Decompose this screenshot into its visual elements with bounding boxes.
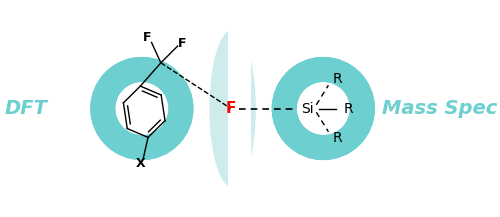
Text: R: R xyxy=(343,102,353,115)
FancyBboxPatch shape xyxy=(228,107,251,217)
Text: Mass Spec: Mass Spec xyxy=(382,99,497,118)
Text: F: F xyxy=(178,37,186,50)
Ellipse shape xyxy=(210,30,256,187)
Text: F: F xyxy=(226,101,236,116)
FancyBboxPatch shape xyxy=(228,0,251,108)
Text: R: R xyxy=(333,131,342,145)
Text: DFT: DFT xyxy=(4,99,48,118)
Text: X: X xyxy=(136,157,145,170)
Text: Si: Si xyxy=(300,102,314,115)
Text: R: R xyxy=(333,72,342,86)
Text: F: F xyxy=(142,31,151,44)
